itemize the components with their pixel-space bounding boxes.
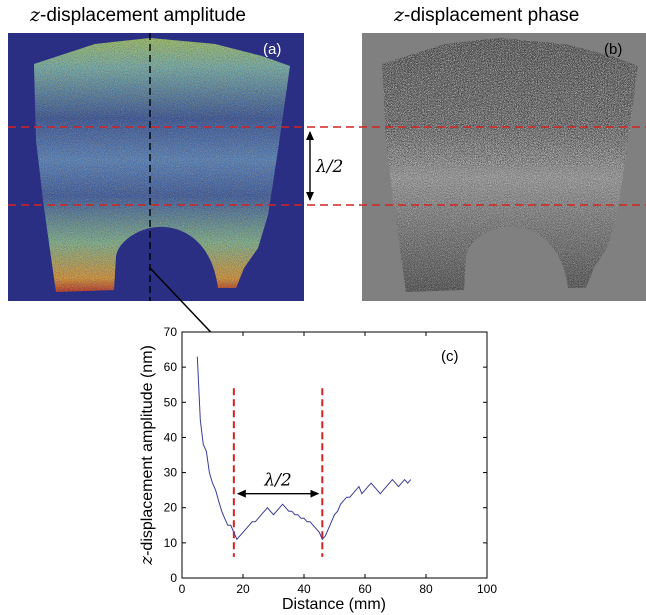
plot-c-x-axis-label: Distance (mm) xyxy=(282,596,386,613)
y-tick-label: 20 xyxy=(164,501,178,515)
panel-a-title-text: -displacement amplitude xyxy=(40,5,246,26)
plot-c-frame xyxy=(181,331,488,579)
y-tick-label: 60 xyxy=(164,360,178,374)
x-tick-label: 60 xyxy=(358,582,372,596)
x-tick-label: 0 xyxy=(179,582,186,596)
plot-c-y-axis-label: z-displacement amplitude (nm) xyxy=(137,345,157,566)
plot-c-y-axis-var: z xyxy=(137,555,157,566)
plot-c-lambda-arrow: λ/2 xyxy=(236,471,320,498)
lambda-vertical-label: λ/2 xyxy=(315,157,343,177)
x-tick-label: 20 xyxy=(236,582,250,596)
panel-b-label: (b) xyxy=(604,41,622,58)
x-tick-label: 40 xyxy=(297,582,311,596)
panel-a-label: (a) xyxy=(263,41,281,58)
panel-b-title-text: -displacement phase xyxy=(404,5,580,26)
plot-c: 0 20 40 60 80 100 0 10 20 30 40 50 60 70 λ/2 (c) Dis… xyxy=(137,325,497,613)
sample-to-plot-arrow xyxy=(149,267,223,345)
y-tick-label: 70 xyxy=(164,325,178,339)
x-tick-label: 80 xyxy=(419,582,433,596)
panel-a-title-var: z xyxy=(30,4,41,26)
plot-c-series-line xyxy=(196,356,412,541)
plot-c-marker-lines xyxy=(232,388,324,557)
y-tick-label: 30 xyxy=(164,466,178,480)
y-tick-label: 0 xyxy=(170,571,177,585)
plot-c-label: (c) xyxy=(441,348,459,365)
panel-b-title: z-displacement phase xyxy=(394,4,579,27)
y-tick-label: 50 xyxy=(164,395,178,409)
y-tick-label: 10 xyxy=(164,536,178,550)
y-tick-label: 40 xyxy=(164,430,178,444)
panel-a: (a) xyxy=(8,33,304,301)
plot-c-y-ticks: 0 10 20 30 40 50 60 70 xyxy=(164,325,487,585)
panel-a-amplitude-field xyxy=(34,38,290,292)
panel-a-title: z-displacement amplitude xyxy=(30,4,246,27)
lambda-horizontal-label: λ/2 xyxy=(263,471,291,491)
plot-c-y-axis-text: -displacement amplitude (nm) xyxy=(139,345,156,556)
panel-b: (b) xyxy=(362,33,646,301)
panel-b-title-var: z xyxy=(394,4,405,26)
x-tick-label: 100 xyxy=(477,582,497,596)
plot-c-x-ticks: 0 20 40 60 80 100 xyxy=(179,332,497,596)
